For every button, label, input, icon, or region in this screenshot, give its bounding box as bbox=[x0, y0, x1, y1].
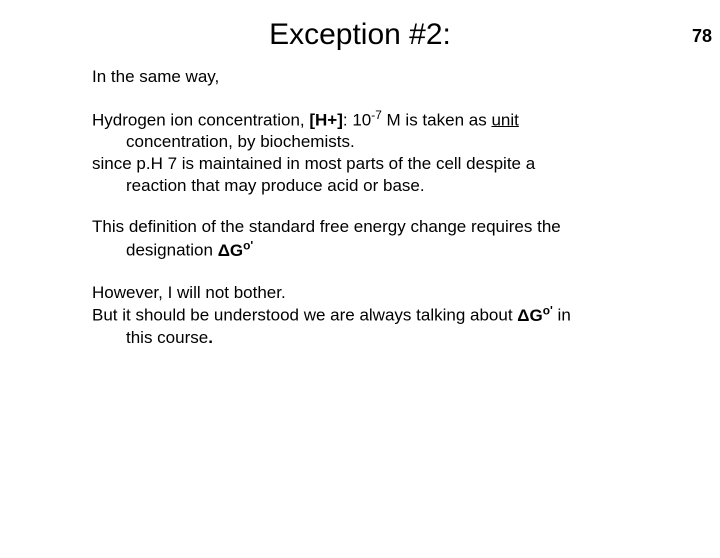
p1-l1-superscript: -7 bbox=[371, 108, 382, 122]
p2-l2-dg: ΔG bbox=[218, 241, 243, 260]
p3-l3-text-a: this course bbox=[126, 328, 208, 347]
p3-line-3: this course. bbox=[92, 327, 660, 349]
p1-line-1: Hydrogen ion concentration, [H+]: 10-7 M… bbox=[92, 108, 660, 131]
p2-l2-text-a: designation bbox=[126, 241, 218, 260]
p1-l1-unit: unit bbox=[491, 110, 518, 129]
p3-l2-text-a: But it should be understood we are alway… bbox=[92, 306, 517, 325]
p3-l3-period: . bbox=[208, 328, 213, 347]
p2-l2-superscript: o' bbox=[243, 238, 253, 252]
p3-l2-delta-g: ΔGo' bbox=[517, 306, 553, 325]
p2-l2-delta-g: ΔGo' bbox=[218, 241, 254, 260]
p2-line-2: designation ΔGo' bbox=[92, 238, 660, 261]
paragraph-1: Hydrogen ion concentration, [H+]: 10-7 M… bbox=[92, 108, 660, 197]
p1-l1-text-a: Hydrogen ion concentration, bbox=[92, 110, 309, 129]
page-title: Exception #2: bbox=[0, 18, 720, 52]
slide-content: In the same way, Hydrogen ion concentrat… bbox=[0, 66, 720, 348]
p1-l1-text-d: M is taken as bbox=[382, 110, 492, 129]
p1-line-3: since p.H 7 is maintained in most parts … bbox=[92, 153, 660, 175]
p1-line-4: reaction that may produce acid or base. bbox=[92, 175, 660, 197]
page-number: 78 bbox=[692, 26, 712, 47]
p3-l2-text-c: in bbox=[553, 306, 571, 325]
p1-l1-text-c: : 10 bbox=[343, 110, 371, 129]
p3-l2-dg: ΔG bbox=[517, 306, 542, 325]
p1-line-2: concentration, by biochemists. bbox=[92, 131, 660, 153]
intro-line: In the same way, bbox=[92, 66, 660, 88]
p2-line-1: This definition of the standard free ene… bbox=[92, 216, 660, 238]
p1-l1-hplus: [H+] bbox=[309, 110, 343, 129]
p3-l2-superscript: o' bbox=[543, 303, 553, 317]
paragraph-2: This definition of the standard free ene… bbox=[92, 216, 660, 261]
p3-line-1: However, I will not bother. bbox=[92, 282, 660, 304]
p3-line-2: But it should be understood we are alway… bbox=[92, 303, 660, 326]
paragraph-3: However, I will not bother. But it shoul… bbox=[92, 282, 660, 349]
